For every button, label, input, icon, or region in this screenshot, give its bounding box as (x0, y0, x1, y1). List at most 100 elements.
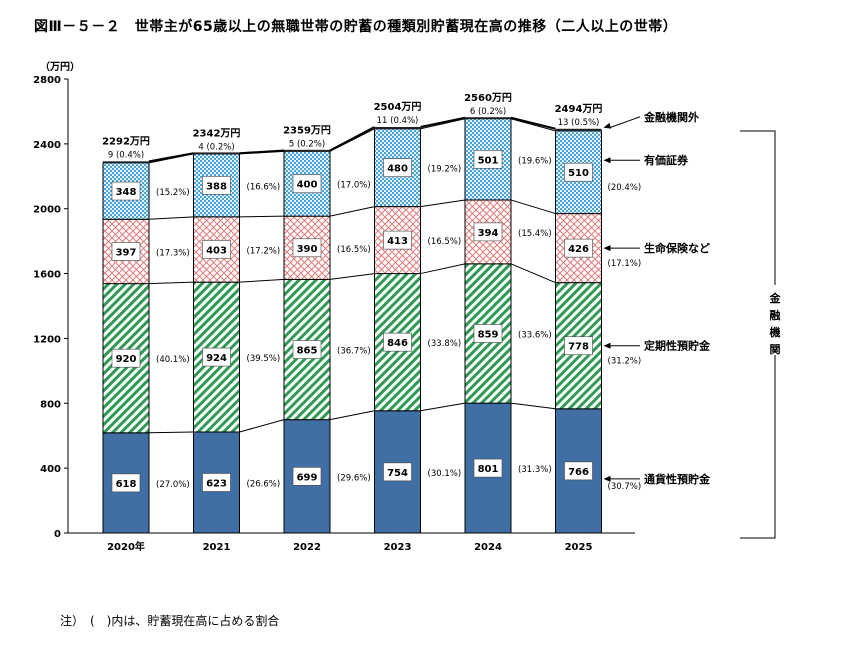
percent-label: (16.6%) (247, 182, 281, 192)
percent-label: (17.1%) (608, 259, 642, 269)
legend-arrowhead (603, 122, 612, 129)
legend-arrowhead (603, 245, 611, 252)
bracket-label-char: 関 (770, 343, 781, 356)
connector-line-total (239, 149, 285, 155)
value-label: 920 (116, 354, 137, 365)
bracket-label-char: 融 (770, 308, 781, 322)
total-label: 2494万円 (555, 103, 603, 115)
y-tick-label: 2800 (33, 75, 61, 86)
x-tick-label: 2020年 (107, 540, 145, 553)
value-box (111, 242, 141, 261)
bar-segment-4 (284, 149, 330, 152)
chart-title: 図Ⅲ－５－２ 世帯主が65歳以上の無職世帯の貯蓄の種類別貯蓄現在高の推移（二人以… (34, 19, 678, 35)
value-label: 501 (478, 155, 499, 166)
bar-segment-4 (193, 152, 240, 154)
value-box (473, 150, 503, 169)
percent-label: (19.2%) (428, 165, 462, 175)
value-label: 480 (387, 164, 408, 175)
percent-label: (33.6%) (518, 330, 552, 340)
value-label: 801 (478, 464, 499, 475)
percent-label: (17.2%) (247, 246, 281, 256)
bar-segment-4 (103, 161, 149, 163)
value-box (564, 461, 593, 481)
total-label: 2292万円 (102, 135, 150, 147)
value-box (564, 162, 593, 182)
value-box (292, 467, 322, 486)
value-label: 348 (116, 187, 137, 198)
value-box (473, 222, 503, 242)
value-box (383, 230, 412, 250)
top-series-label: 5 (0.2%) (289, 140, 325, 150)
legend-arrowhead (603, 157, 611, 164)
y-axis-label: （万円） (40, 60, 80, 73)
percent-label: (29.6%) (337, 473, 371, 483)
value-label: 618 (116, 479, 137, 490)
percent-label: (39.5%) (247, 354, 281, 364)
value-label: 865 (297, 346, 318, 357)
top-series-label: 6 (0.2%) (470, 107, 506, 117)
legend-arrow-line (609, 116, 641, 129)
total-label: 2359万円 (283, 125, 331, 137)
value-label: 413 (387, 236, 408, 247)
bar-segment-2 (464, 199, 512, 265)
value-label: 390 (297, 244, 318, 255)
connector-line (329, 206, 375, 217)
value-box (473, 458, 503, 478)
value-box (564, 238, 593, 258)
percent-label: (31.2%) (608, 357, 642, 367)
legend-label: 金融機関外 (643, 110, 699, 124)
percent-label: (17.3%) (156, 248, 190, 258)
value-box (202, 473, 231, 492)
connector-line (148, 216, 194, 220)
connector-line (510, 402, 556, 410)
value-box (292, 174, 322, 194)
connector-line-total (510, 116, 556, 130)
value-box (564, 336, 593, 356)
value-box (111, 181, 141, 201)
percent-label: (30.1%) (428, 469, 462, 479)
x-tick-label: 2022 (293, 542, 321, 553)
bar-segment-4 (374, 126, 421, 129)
y-tick-label: 800 (40, 399, 61, 410)
percent-label: (40.1%) (156, 355, 190, 365)
connector-line (148, 431, 194, 434)
connector-line (510, 118, 556, 132)
percent-label: (19.6%) (518, 156, 552, 166)
percent-label: (16.5%) (337, 245, 371, 255)
y-tick-label: 400 (40, 464, 61, 475)
legend-label: 生命保険など (644, 241, 710, 255)
value-label: 510 (568, 168, 589, 179)
total-label: 2504万円 (374, 101, 422, 113)
value-label: 400 (297, 180, 318, 191)
percent-label: (17.0%) (337, 181, 371, 191)
x-tick-label: 2024 (474, 542, 502, 553)
percent-label: (36.7%) (337, 347, 371, 357)
percent-label: (16.5%) (428, 237, 462, 247)
connector-line (420, 118, 466, 130)
connector-line (239, 419, 285, 433)
percent-label: (33.8%) (428, 339, 462, 349)
value-box (111, 348, 141, 368)
y-tick-label: 1600 (33, 270, 61, 281)
top-series-label: 9 (0.4%) (108, 150, 144, 160)
connector-line (329, 273, 375, 280)
total-label: 2560万円 (464, 92, 512, 104)
value-label: 426 (568, 244, 589, 255)
connector-line (420, 402, 466, 412)
value-label: 394 (478, 228, 499, 239)
bracket-label-char: 金 (769, 291, 782, 305)
top-series-label: 11 (0.4%) (377, 116, 419, 126)
bracket-label-char: 機 (770, 325, 781, 339)
bar-segment-4 (465, 117, 511, 119)
x-tick-label: 2023 (384, 542, 412, 553)
value-label: 754 (387, 468, 408, 479)
connector-line-total (420, 116, 466, 128)
percent-label: (20.4%) (608, 183, 642, 193)
percent-label: (15.4%) (518, 229, 552, 239)
value-label: 766 (568, 467, 589, 478)
y-tick-label: 1200 (33, 334, 61, 345)
y-tick-label: 0 (54, 529, 61, 540)
connector-line (239, 215, 285, 218)
